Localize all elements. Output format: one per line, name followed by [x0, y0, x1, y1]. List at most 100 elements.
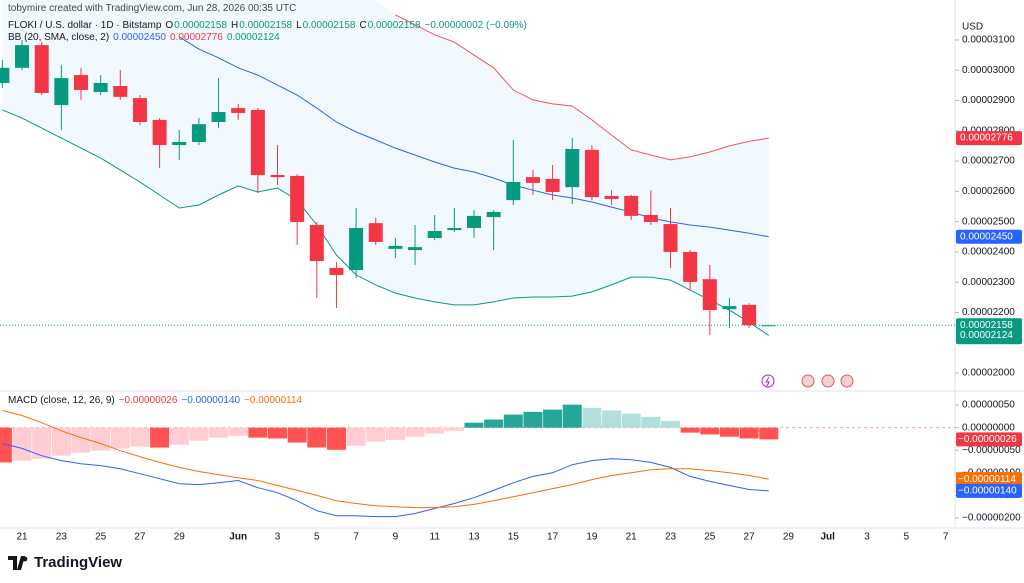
histogram-bar — [189, 427, 209, 441]
histogram-bar — [385, 427, 405, 440]
bb-legend: BB (20, SMA, close, 2) 0.00002450 0.000027… — [8, 32, 284, 43]
histogram-bar — [425, 427, 445, 434]
x-tick-label: 5 — [314, 532, 320, 543]
bb-value: 0.00002124 — [226, 32, 280, 43]
x-tick-label: 3 — [275, 532, 281, 543]
candle-body — [54, 78, 69, 106]
candle-body — [663, 224, 678, 252]
x-tick-label: 9 — [393, 532, 399, 543]
event-icon[interactable] — [761, 374, 775, 388]
candle-body — [34, 45, 49, 93]
ohlc-value: 0.00002158 — [302, 20, 356, 31]
ohlc-key: L — [296, 20, 302, 31]
histogram-bar — [307, 427, 327, 448]
bb-line — [2, 109, 769, 336]
macd-line — [2, 410, 769, 509]
candle-body — [742, 304, 757, 326]
histogram-bar — [110, 427, 130, 449]
histogram-bar — [287, 427, 307, 443]
candle-body — [702, 279, 717, 311]
candle-body — [132, 98, 147, 123]
histogram-bar — [71, 427, 91, 453]
macd-pane — [0, 404, 955, 518]
histogram-bar — [366, 427, 386, 442]
histogram-bar — [641, 416, 661, 428]
currency-label: USD — [962, 22, 983, 33]
price-pane — [0, 0, 955, 336]
candle-body — [270, 175, 285, 178]
y-tick-label: 0.00002000 — [962, 368, 1015, 379]
histogram-bar — [523, 411, 543, 428]
histogram-bar — [268, 427, 287, 439]
histogram-bar — [759, 427, 779, 440]
candle-body — [683, 251, 698, 282]
candle-body — [604, 195, 619, 199]
candle-body — [408, 247, 423, 251]
brand-name: TradingView — [34, 554, 123, 571]
price-marker-label: 0.00002124 — [960, 330, 1013, 341]
y-tick-label: 0.00002600 — [962, 186, 1015, 197]
histogram-bar — [169, 427, 189, 445]
y-tick-label: 0.00002800 — [962, 125, 1015, 136]
brand-logo[interactable]: TradingView — [8, 554, 122, 571]
histogram-bar — [661, 420, 680, 428]
x-tick-label: 27 — [134, 532, 146, 543]
y-tick-label: 0.00000000 — [962, 422, 1015, 433]
x-tick-label: 11 — [430, 532, 441, 543]
candle-body — [191, 124, 206, 143]
histogram-bar — [621, 413, 641, 428]
candle-body — [113, 85, 128, 97]
y-tick-label: 0.00002300 — [962, 277, 1015, 288]
candle-body — [349, 228, 364, 271]
candle-body — [152, 119, 167, 146]
histogram-bar — [51, 427, 71, 456]
candle-body — [15, 45, 30, 68]
event-icon[interactable] — [821, 374, 835, 388]
histogram-bar — [503, 414, 523, 428]
macd-marker-label: −0.00000026 — [958, 434, 1017, 445]
candle-body — [388, 245, 403, 249]
x-tick-label: Jul — [820, 532, 835, 543]
candle-body — [231, 108, 246, 113]
histogram-bar — [130, 427, 150, 447]
candle-body — [329, 267, 344, 275]
y-tick-label: 0.00003000 — [962, 65, 1015, 76]
x-tick-label: 21 — [16, 532, 28, 543]
histogram-bar — [562, 404, 582, 428]
event-icon[interactable] — [801, 374, 815, 388]
candle-body — [309, 224, 324, 262]
histogram-bar — [602, 410, 622, 428]
ohlc-value: 0.00002158 — [367, 20, 421, 31]
macd-marker — [956, 483, 1022, 498]
axes: 21 23 25 27 29 Jun 3 5 7 9 11 13 15 17 19 21 23 25 27 29 Jul… — [16, 35, 1022, 543]
histogram-bar — [484, 419, 504, 428]
histogram-bar — [326, 427, 346, 450]
candle-body — [211, 112, 226, 123]
x-tick-label: 25 — [95, 532, 107, 543]
x-tick-label: 7 — [353, 532, 359, 543]
histogram-bar — [12, 427, 32, 461]
event-icon[interactable] — [840, 374, 854, 388]
brand-icon — [8, 555, 28, 570]
ohlc-value: 0.00002158 — [174, 20, 227, 31]
y-tick-label: 0.00002200 — [962, 307, 1015, 318]
y-tick-label: 0.00000050 — [962, 400, 1015, 411]
x-tick-label: 13 — [468, 532, 480, 543]
symbol-title: FLOKI / U.S. dollar · 1D · Bitstamp — [8, 20, 162, 31]
candle-body — [506, 181, 521, 201]
y-tick-label: −0.00000050 — [962, 445, 1021, 456]
x-tick-label: 29 — [783, 532, 795, 543]
price-marker — [956, 229, 1022, 244]
candle-body — [74, 75, 88, 90]
candle-body — [486, 211, 501, 218]
bb-value: 0.00002450 — [113, 32, 166, 43]
x-tick-label: 23 — [665, 532, 677, 543]
candle-body — [172, 142, 187, 146]
candle-body — [545, 178, 560, 192]
histogram-bar — [739, 427, 759, 439]
price-marker — [956, 328, 1022, 343]
x-tick-label: 25 — [704, 532, 716, 543]
price-marker — [956, 131, 1022, 146]
macd-marker-label: −0.00000114 — [958, 474, 1016, 485]
histogram-bar — [719, 427, 739, 437]
